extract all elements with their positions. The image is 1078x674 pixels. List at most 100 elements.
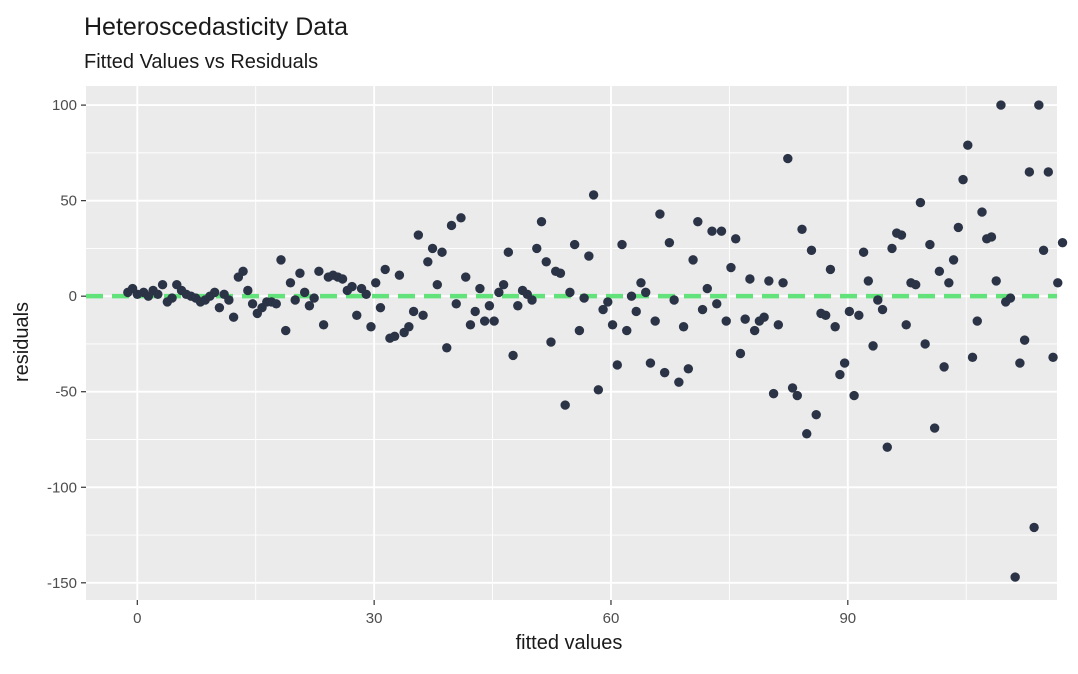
data-point: [820, 310, 831, 320]
data-point: [498, 280, 509, 290]
data-point: [740, 314, 750, 324]
data-point: [574, 325, 585, 336]
data-point: [470, 306, 480, 317]
data-point: [513, 301, 523, 311]
data-point: [811, 409, 821, 420]
data-point: [948, 255, 959, 265]
data-point: [873, 295, 883, 305]
chart-title: Heteroscedasticity Data: [84, 13, 348, 41]
data-point: [167, 293, 177, 303]
data-point: [555, 268, 566, 278]
data-point: [683, 364, 694, 374]
data-point: [214, 302, 225, 313]
y-axis-title: residuals: [11, 302, 33, 382]
data-point: [593, 385, 604, 395]
data-point: [494, 287, 504, 298]
data-point: [825, 264, 836, 275]
data-point: [579, 293, 589, 303]
data-point: [612, 360, 622, 370]
data-point: [304, 301, 315, 311]
data-point: [1053, 278, 1063, 288]
data-point: [877, 304, 888, 315]
data-point: [759, 312, 769, 322]
data-point: [451, 299, 461, 309]
data-point: [858, 247, 869, 257]
data-point: [901, 320, 911, 330]
plot-panel: [86, 86, 1057, 600]
data-point: [669, 295, 679, 305]
data-point: [745, 274, 755, 284]
data-points: [123, 100, 1068, 582]
data-point: [446, 220, 457, 231]
data-point: [849, 390, 859, 401]
data-point: [484, 301, 495, 311]
data-point: [939, 362, 949, 372]
data-point: [404, 322, 414, 332]
data-point: [418, 310, 428, 320]
data-point: [972, 316, 982, 326]
data-point: [153, 289, 163, 299]
data-point: [641, 287, 651, 298]
data-point: [664, 237, 675, 248]
data-point: [735, 348, 746, 359]
data-point: [693, 216, 703, 227]
data-point: [963, 140, 973, 150]
data-point: [569, 239, 580, 250]
data-point: [636, 278, 646, 288]
data-point: [371, 278, 381, 288]
data-point: [1029, 522, 1039, 533]
data-point: [475, 283, 485, 294]
data-point: [645, 358, 656, 368]
data-point: [863, 276, 874, 286]
data-point: [546, 337, 556, 347]
y-tick-label: 100: [52, 97, 77, 114]
data-point: [588, 190, 599, 200]
data-point: [1048, 352, 1058, 363]
data-point: [915, 197, 926, 208]
data-point: [934, 266, 945, 277]
data-point: [276, 255, 286, 265]
data-point: [797, 224, 807, 235]
data-point: [427, 243, 438, 254]
data-point: [536, 216, 547, 227]
data-point: [423, 257, 433, 267]
data-point: [603, 297, 613, 307]
data-point: [721, 316, 731, 326]
data-point: [408, 306, 419, 317]
data-point: [778, 278, 788, 288]
data-point: [394, 270, 405, 280]
data-point: [944, 278, 954, 288]
data-point: [806, 245, 817, 256]
data-point: [631, 306, 641, 317]
data-point: [314, 266, 324, 277]
data-point: [716, 226, 727, 236]
data-point: [707, 226, 717, 236]
data-point: [839, 358, 850, 368]
data-point: [584, 251, 594, 261]
data-point: [802, 429, 812, 439]
data-point: [929, 423, 940, 433]
data-point: [659, 367, 670, 378]
data-point: [461, 272, 471, 282]
data-point: [1038, 245, 1049, 256]
data-point: [347, 281, 357, 292]
data-point: [541, 257, 551, 267]
data-point: [309, 293, 319, 303]
data-point: [854, 310, 864, 320]
data-point: [389, 331, 400, 342]
data-point: [986, 232, 997, 242]
data-point: [380, 264, 390, 275]
data-point: [991, 276, 1001, 286]
data-point: [361, 289, 371, 299]
data-point: [285, 278, 296, 288]
data-point: [697, 304, 708, 315]
data-point: [977, 207, 987, 217]
data-point: [465, 320, 476, 330]
data-point: [337, 274, 348, 284]
data-point: [844, 306, 855, 317]
y-tick-label: -150: [47, 575, 77, 592]
data-point: [479, 316, 490, 326]
data-point: [882, 442, 892, 452]
data-point: [1010, 572, 1020, 582]
data-point: [299, 287, 310, 298]
